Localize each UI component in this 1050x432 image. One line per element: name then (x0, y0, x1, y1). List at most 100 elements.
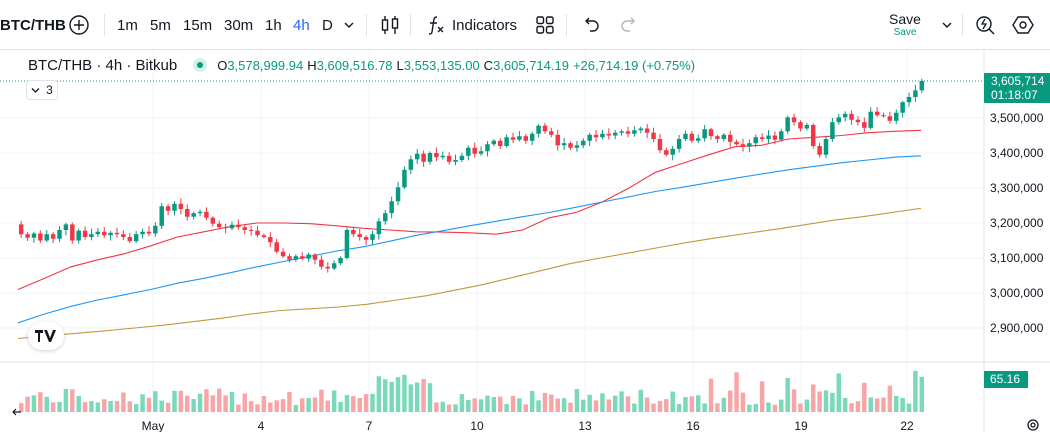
candle-body (702, 129, 707, 139)
layouts-button[interactable] (535, 0, 555, 50)
candle-body (855, 119, 861, 123)
volume-bar (689, 396, 695, 412)
candle-body (919, 81, 925, 91)
settings-button[interactable] (1012, 0, 1034, 50)
candle-body (25, 234, 30, 238)
volume-bar (478, 399, 484, 412)
interval-d[interactable]: D (322, 16, 333, 34)
candle-body (191, 213, 196, 217)
candle-body (338, 258, 343, 264)
interval-dropdown[interactable] (342, 0, 356, 50)
candle-body (216, 223, 222, 228)
candle-body (434, 153, 439, 158)
candle-body (172, 203, 177, 211)
symbol-legend: BTC/THB · 4h · Bitkub O 3,578,999.94 H 3,6… (28, 55, 699, 75)
plus-circle-icon (69, 15, 89, 35)
grid-icon (536, 16, 554, 34)
chart-type-button[interactable] (380, 0, 400, 50)
candle-body (229, 224, 235, 229)
symbol-button[interactable]: BTC/THB (0, 16, 66, 34)
undo-button[interactable] (582, 0, 600, 50)
volume-bar (574, 389, 580, 412)
volume-bar (810, 384, 816, 412)
interval-4h[interactable]: 4h (293, 16, 310, 34)
add-symbol-button[interactable] (68, 0, 90, 50)
candle-body (108, 232, 113, 236)
volume-bar (18, 403, 24, 412)
candle-body (900, 102, 905, 113)
volume-bar (140, 394, 145, 412)
volume-bar (370, 393, 375, 412)
volume-bar (887, 385, 893, 412)
save-dropdown[interactable] (940, 0, 954, 50)
volume-bar (523, 404, 529, 412)
candle-body (236, 224, 241, 228)
volume-bar (708, 378, 714, 412)
time-tick-label: 10 (470, 419, 484, 432)
candle-body (510, 137, 516, 140)
interval-15m[interactable]: 15m (183, 16, 213, 34)
candle-body (504, 137, 509, 146)
volume-bar (31, 395, 37, 412)
interval-1m[interactable]: 1m (117, 16, 138, 34)
candle-body (581, 140, 586, 146)
candle-body (357, 234, 362, 237)
candle-body (587, 134, 592, 141)
volume-bar (383, 379, 388, 412)
interval-1h[interactable]: 1h (265, 16, 282, 34)
save-status: Save (893, 27, 917, 38)
time-axis-settings-button[interactable] (1026, 418, 1040, 432)
volume-bar (95, 402, 101, 412)
candle-body (402, 169, 407, 188)
candle-body (306, 254, 311, 259)
legend-title[interactable]: BTC/THB · 4h · Bitkub (28, 56, 178, 74)
volume-bar (242, 393, 247, 412)
redo-button[interactable] (620, 0, 638, 50)
change-value: +26,714.19 (+0.75%) (572, 57, 696, 73)
save-button[interactable]: Save Save (882, 0, 928, 50)
volume-bar (664, 399, 669, 412)
close-value: 3,605,714.19 (493, 57, 569, 73)
interval-30m[interactable]: 30m (224, 16, 254, 34)
interval-5m[interactable]: 5m (150, 16, 171, 34)
candle-body (159, 206, 164, 226)
volume-bar (498, 396, 503, 412)
time-tick-label: 13 (578, 419, 592, 432)
candle-body (849, 113, 854, 120)
candle-body (759, 137, 765, 139)
candle-body (114, 232, 120, 235)
volume-bar (804, 399, 810, 412)
high-value: 3,609,516.78 (316, 57, 393, 73)
volume-bar (619, 391, 624, 412)
toolbar-divider (962, 14, 963, 36)
tradingview-logo[interactable] (28, 322, 64, 350)
volume-bar (376, 376, 382, 412)
close-key: C (483, 57, 494, 73)
volume-bar (874, 398, 880, 412)
candle-body (76, 230, 81, 241)
candle-body (791, 117, 797, 123)
volume-bar (434, 402, 439, 412)
volume-bar (101, 399, 107, 412)
volume-bar (555, 398, 560, 412)
candle-body (440, 155, 445, 158)
volume-bar (823, 390, 829, 412)
indicators-button[interactable]: Indicators (426, 0, 517, 50)
quick-search-button[interactable] (974, 0, 996, 50)
candle-body (670, 148, 675, 155)
scroll-left-button[interactable] (12, 404, 22, 422)
candle-body (363, 237, 369, 240)
volume-bar (261, 396, 267, 412)
price-tick-label: 3,000,000 (990, 286, 1044, 300)
candle-body (268, 237, 273, 243)
volume-bar (785, 377, 790, 412)
indicators-toggle[interactable]: 3 (26, 80, 58, 100)
candle-body (319, 259, 324, 267)
candle-body (82, 230, 88, 237)
volume-bar (114, 401, 120, 412)
volume-bar (210, 395, 216, 412)
bar-countdown: 01:18:07 (991, 88, 1038, 102)
volume-bar (702, 403, 707, 412)
candle-body (644, 128, 650, 133)
